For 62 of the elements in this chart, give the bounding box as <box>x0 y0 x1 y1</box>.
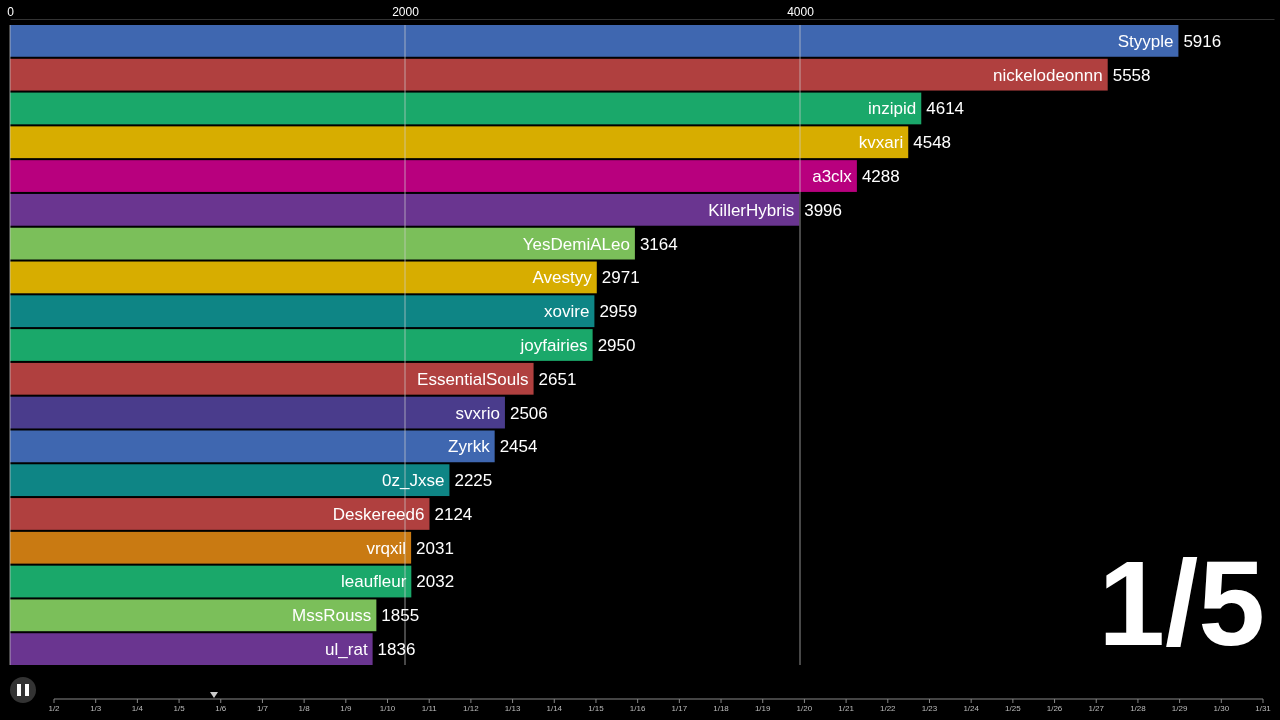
bar <box>10 193 800 226</box>
y-tick-label: ul_rat <box>325 640 368 660</box>
bar <box>10 565 412 598</box>
data-label: 5558 <box>1112 65 1151 85</box>
data-label: 3996 <box>804 200 843 220</box>
data-label: 2971 <box>601 268 640 288</box>
bar <box>10 126 909 159</box>
bar <box>10 362 534 395</box>
data-label: 2124 <box>434 504 473 524</box>
y-tick-label: nickelodeonnn <box>993 65 1103 85</box>
bar <box>10 531 412 564</box>
y-tick-label: MssRouss <box>292 606 372 626</box>
y-tick-label: EssentialSouls <box>417 369 529 389</box>
bar <box>10 396 505 429</box>
data-label: 1855 <box>381 606 420 626</box>
y-tick-label: leaufleur <box>341 572 407 592</box>
bar <box>10 430 495 463</box>
x-tick-label: 0 <box>7 5 15 19</box>
bar <box>10 227 635 260</box>
y-tick-label: kvxari <box>858 133 904 153</box>
data-label: 3164 <box>639 234 678 254</box>
bar <box>10 58 1108 91</box>
bar <box>10 92 922 125</box>
bar <box>10 261 597 294</box>
data-label: 2950 <box>597 335 636 355</box>
bar <box>10 599 377 632</box>
data-label: 2651 <box>538 369 577 389</box>
y-tick-label: Zyrkk <box>448 437 491 457</box>
y-tick-label: YesDemiALeo <box>522 234 630 254</box>
data-label: 4548 <box>913 133 952 153</box>
data-label: 2506 <box>509 403 548 423</box>
data-label: 4614 <box>926 99 965 119</box>
y-tick-label: a3clx <box>812 167 853 186</box>
timeline-slider: 1/2 1/3 1/4 1/5 1/6 1/7 1/8 1/9 1/10 1/11 1/12 1/13 1/14 1/15 1/16 1/17 1/18 1/19 1/20 1/21 1/22 1/23 1/24 1/25 1/26 1/27 1/28 1/29 1/30 1/31 <box>48 698 1271 713</box>
data-label: 1836 <box>377 640 416 660</box>
y-tick-label: KillerHybris <box>708 200 795 220</box>
annotation: 1/5 <box>1098 536 1265 670</box>
data-label: 5916 <box>1183 31 1222 51</box>
y-tick-label: Deskereed6 <box>332 504 425 524</box>
y-tick-label: svxrio <box>455 403 500 423</box>
bar <box>10 160 857 192</box>
bar <box>10 329 593 361</box>
data-label: 2959 <box>599 302 638 322</box>
data-label: 2032 <box>416 572 455 592</box>
data-label: 2454 <box>499 437 538 457</box>
bar <box>10 464 450 497</box>
x-tick-label: 2000 <box>392 5 420 19</box>
data-label: 2031 <box>416 538 454 558</box>
data-label: 2225 <box>454 471 493 491</box>
y-tick-label: vrqxil <box>366 538 407 558</box>
data-label: 4288 <box>861 167 900 186</box>
x-tick-label: 4000 <box>787 5 815 19</box>
y-tick-label: inzipid <box>868 99 917 119</box>
y-tick-label: joyfairies <box>519 335 588 355</box>
y-tick-label: Avestyy <box>532 268 593 288</box>
y-tick-label: Styyple <box>1117 31 1174 51</box>
bar <box>10 498 430 530</box>
y-tick-label: 0z_Jxse <box>382 471 445 491</box>
bar <box>10 633 373 665</box>
bar <box>10 25 1179 57</box>
y-tick-label: xovire <box>544 302 590 322</box>
bar <box>10 295 595 328</box>
